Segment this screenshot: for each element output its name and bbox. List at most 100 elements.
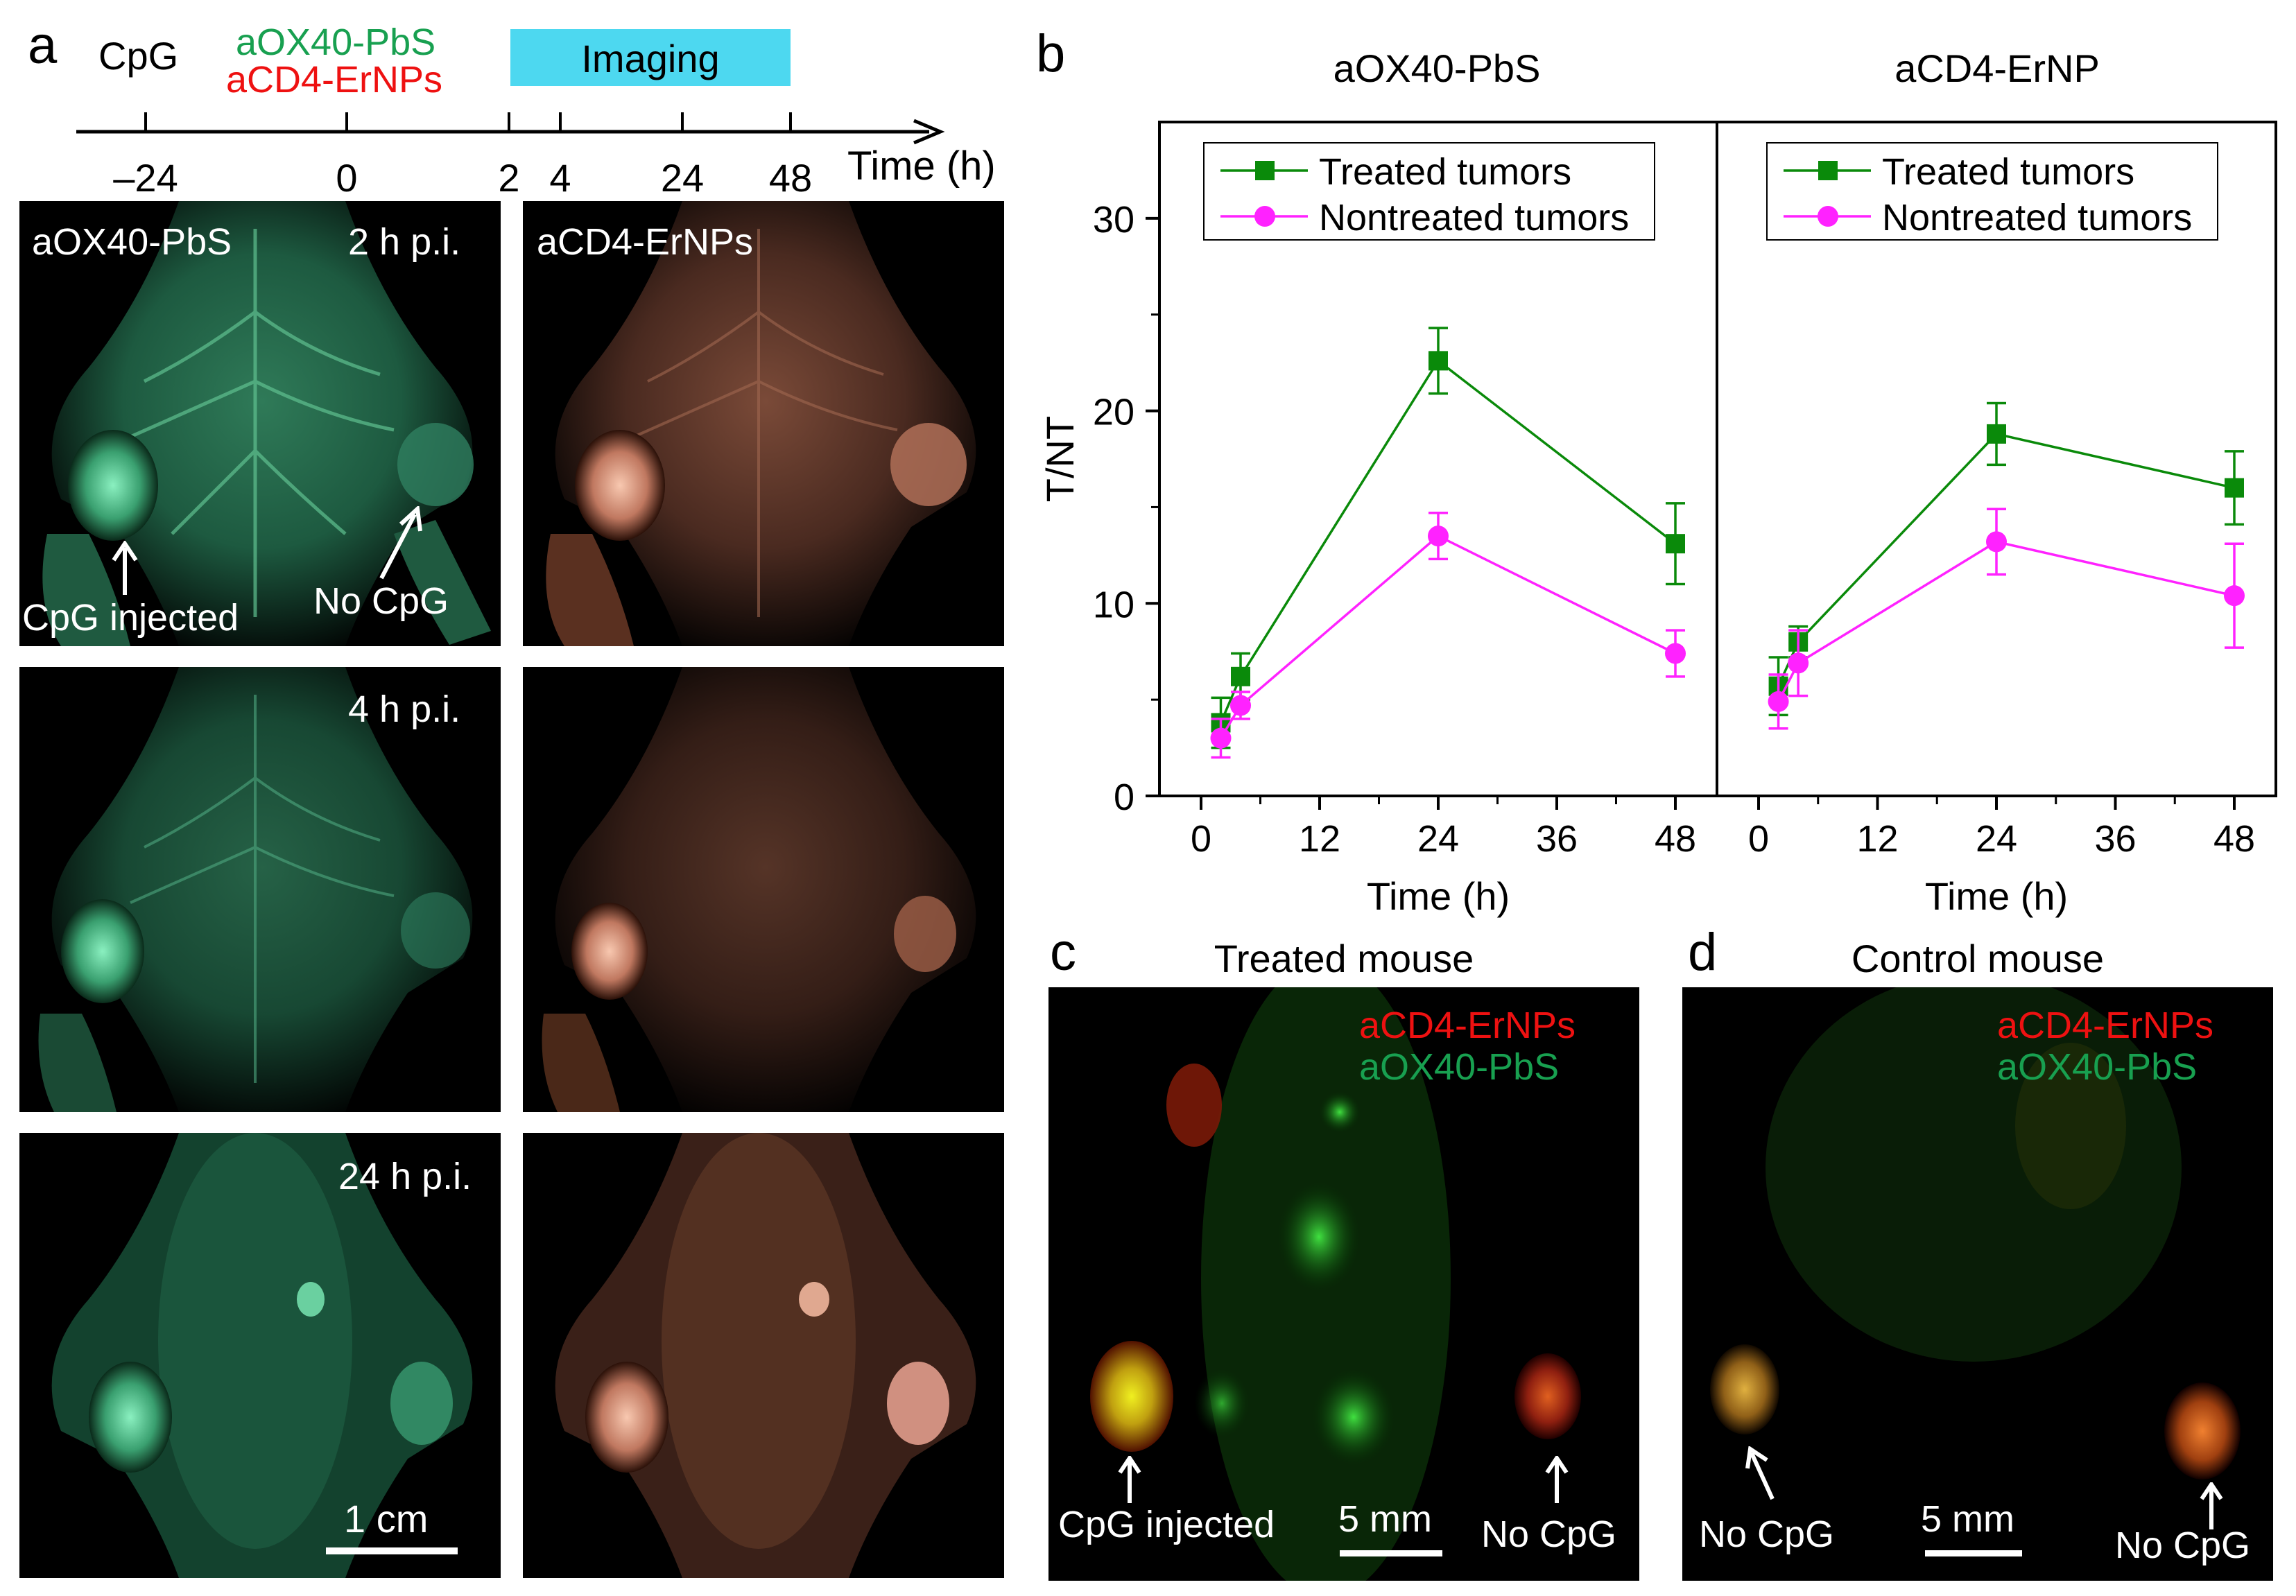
panel-c-scale-label: 5 mm (1338, 1498, 1432, 1540)
legend-label: Treated tumors (1319, 151, 1571, 193)
cpg-label: CpG (98, 34, 179, 78)
legend-label: Nontreated tumors (1882, 197, 2192, 238)
panel-b-letter: b (1036, 24, 1066, 83)
x-tick-label: 48 (2213, 818, 2255, 860)
panel-d-right-label: No CpG (2115, 1525, 2251, 1566)
tnt-chart: 0 10 20 30 T/NT 0 12 24 36 48 Time (h) Treated tumo… (1038, 121, 2277, 918)
data-point-square (1231, 666, 1250, 686)
panel-c-legend-green: aOX40-PbS (1359, 1046, 1560, 1088)
x-tick-label: 36 (1536, 818, 1578, 860)
data-point-circle (2224, 585, 2245, 607)
legend-label: Treated tumors (1882, 151, 2134, 193)
panel-d-legend-red: aCD4-ErNPs (1997, 1005, 2214, 1046)
scale-bar (326, 1547, 458, 1554)
image-green-24h (19, 1133, 501, 1578)
x-axis-label: Time (h) (1925, 874, 2068, 918)
cpg-injected-label: CpG injected (22, 597, 239, 639)
panel-d-title: Control mouse (1851, 937, 2105, 980)
panel-c-scale-bar (1340, 1550, 1442, 1556)
series-line (1219, 358, 1677, 724)
arrow-icon (1545, 1456, 1569, 1503)
panel-c-title: Treated mouse (1214, 937, 1474, 980)
arrow-icon (2200, 1482, 2223, 1529)
y-tick-label: 30 (1093, 199, 1134, 241)
scale-bar-label: 1 cm (344, 1497, 429, 1541)
data-point-square (1428, 351, 1448, 371)
y-tick-label: 10 (1093, 584, 1134, 625)
data-point-circle (1428, 526, 1449, 547)
arrow-icon (112, 541, 138, 595)
panel-c-letter: c (1050, 923, 1076, 982)
panel-c-legend-red: aCD4-ErNPs (1359, 1005, 1576, 1046)
image-green-2h (19, 201, 501, 646)
y-axis-label: T/NT (1038, 416, 1082, 502)
data-point-square (2225, 478, 2244, 498)
data-point-circle (1986, 531, 2007, 553)
image-treated-mouse (1048, 987, 1639, 1581)
imaging-bar (510, 29, 791, 86)
data-point-circle (1230, 695, 1251, 716)
data-point-square (1666, 534, 1685, 554)
arrow-icon (1118, 1456, 1141, 1503)
panel-d-letter: d (1688, 923, 1718, 982)
chart-title-right: aCD4-ErNP (1894, 46, 2100, 90)
legend-label: Nontreated tumors (1319, 197, 1629, 238)
x-tick-label: 12 (1299, 818, 1340, 860)
panel-c-left-label: CpG injected (1058, 1504, 1275, 1545)
x-tick-label: 36 (2094, 818, 2136, 860)
data-point-circle (1210, 727, 1232, 749)
data-point-circle (1665, 643, 1686, 664)
row-label-2h: 2 h p.i. (348, 221, 461, 263)
legend-box (1203, 142, 1655, 241)
panel-d-left-label: No CpG (1699, 1513, 1835, 1555)
panel-d-scale-bar (1925, 1550, 2022, 1556)
legend-box (1766, 142, 2218, 241)
image-control-mouse (1682, 987, 2273, 1581)
timeline-tick-label: –24 (113, 156, 178, 200)
imaging-label: Imaging (581, 37, 720, 80)
probe1-label: aOX40-PbS (236, 21, 436, 63)
x-tick-label: 0 (1191, 818, 1211, 860)
image-red-4h (523, 667, 1004, 1112)
x-axis-label: Time (h) (1367, 874, 1510, 918)
timeline-tick-label: 4 (549, 156, 571, 200)
series-line (1777, 432, 2235, 687)
x-tick-label: 24 (1417, 818, 1459, 860)
arrow-icon (379, 506, 422, 580)
timeline-arrowhead (913, 119, 945, 145)
series-line (1220, 535, 1676, 739)
panel-d-legend-green: aOX40-PbS (1997, 1046, 2198, 1088)
timeline-axis-label: Time (h) (847, 144, 996, 189)
x-tick-label: 24 (1976, 818, 2017, 860)
series-line (1777, 540, 2235, 702)
data-point-circle (1768, 691, 1789, 712)
probe2-label: aCD4-ErNPs (226, 59, 443, 101)
image-green-4h (19, 667, 501, 1112)
data-point-circle (1788, 652, 1809, 674)
image-red-2h (523, 201, 1004, 646)
col1-title: aOX40-PbS (32, 221, 232, 263)
legend-marker-circle (1254, 206, 1275, 227)
x-tick-label: 12 (1856, 818, 1898, 860)
no-cpg-label: No CpG (313, 580, 449, 622)
panel-d-scale-label: 5 mm (1921, 1498, 2014, 1540)
panel-c-right-label: No CpG (1481, 1513, 1617, 1555)
timeline-tick-label: 24 (661, 156, 704, 200)
col2-title: aCD4-ErNPs (537, 221, 754, 263)
image-red-24h (523, 1133, 1004, 1578)
timeline-tick-label: 2 (498, 156, 519, 200)
y-tick-label: 20 (1093, 392, 1134, 433)
timeline-tick-label: 48 (769, 156, 812, 200)
legend-marker-square (1255, 161, 1275, 180)
x-tick-label: 0 (1748, 818, 1769, 860)
data-point-square (1987, 424, 2006, 444)
y-tick-label: 0 (1114, 777, 1134, 818)
legend-marker-circle (1818, 206, 1838, 227)
timeline-tick-label: 0 (336, 156, 357, 200)
row-label-4h: 4 h p.i. (348, 688, 461, 730)
chart-title-left: aOX40-PbS (1333, 46, 1541, 90)
arrow-icon (1745, 1446, 1775, 1500)
x-tick-label: 48 (1655, 818, 1696, 860)
panel-a-letter: a (28, 16, 58, 75)
legend-marker-square (1818, 161, 1838, 180)
